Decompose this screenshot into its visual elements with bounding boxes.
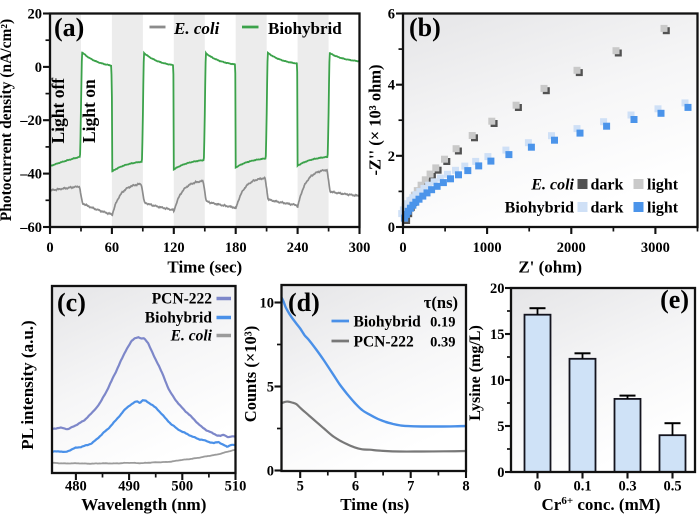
- svg-text:60: 60: [105, 240, 120, 256]
- svg-text:6: 6: [352, 479, 359, 495]
- svg-text:0.39: 0.39: [430, 335, 455, 351]
- svg-text:dark: dark: [591, 200, 624, 217]
- svg-text:–20: –20: [19, 113, 42, 129]
- svg-text:Lysine (mg/L): Lysine (mg/L): [467, 325, 484, 421]
- svg-text:1000: 1000: [473, 240, 502, 256]
- svg-text:0: 0: [388, 220, 395, 236]
- svg-text:–40: –40: [19, 167, 42, 183]
- svg-text:τ(ns): τ(ns): [424, 293, 458, 312]
- svg-text:0.3: 0.3: [618, 479, 636, 495]
- svg-text:Cr6+ conc. (mM): Cr6+ conc. (mM): [542, 495, 661, 514]
- svg-text:E. coli: E. coli: [170, 328, 213, 345]
- svg-text:Biohybrid: Biohybrid: [268, 19, 342, 38]
- svg-text:120: 120: [163, 240, 185, 256]
- svg-text:Z' (ohm): Z' (ohm): [518, 258, 582, 277]
- svg-text:10: 10: [490, 373, 505, 389]
- svg-text:Time (sec): Time (sec): [167, 258, 242, 277]
- svg-text:PCN-222: PCN-222: [152, 291, 213, 308]
- svg-text:Biohybrid: Biohybrid: [145, 310, 213, 327]
- svg-text:Biohybrid: Biohybrid: [505, 200, 574, 217]
- svg-text:0: 0: [534, 479, 541, 495]
- svg-text:-Z'' (× 10³ ohm): -Z'' (× 10³ ohm): [366, 64, 385, 175]
- svg-text:8: 8: [462, 479, 469, 495]
- svg-text:2000: 2000: [557, 240, 586, 256]
- svg-text:E. coli: E. coli: [530, 177, 574, 194]
- svg-text:480: 480: [65, 479, 87, 495]
- svg-text:240: 240: [287, 240, 309, 256]
- svg-text:0.5: 0.5: [663, 479, 681, 495]
- svg-text:(a): (a): [54, 13, 84, 42]
- svg-text:light: light: [647, 177, 679, 194]
- svg-text:0: 0: [35, 60, 42, 76]
- svg-text:3000: 3000: [641, 240, 670, 256]
- svg-text:0: 0: [267, 464, 274, 480]
- svg-text:5: 5: [297, 479, 304, 495]
- svg-text:Photocurrent density (nA/cm²): Photocurrent density (nA/cm²): [0, 19, 15, 221]
- svg-text:300: 300: [349, 240, 371, 256]
- svg-text:Light off: Light off: [48, 78, 68, 144]
- svg-text:(d): (d): [288, 288, 320, 317]
- svg-text:500: 500: [171, 479, 193, 495]
- svg-text:Light on: Light on: [79, 79, 99, 143]
- svg-text:10: 10: [260, 296, 275, 312]
- svg-text:0: 0: [497, 465, 504, 481]
- svg-text:2: 2: [388, 149, 395, 165]
- svg-text:0: 0: [46, 240, 53, 256]
- svg-text:light: light: [647, 200, 679, 217]
- svg-text:0.1: 0.1: [573, 479, 591, 495]
- svg-text:4: 4: [388, 78, 395, 94]
- svg-text:–60: –60: [19, 220, 42, 236]
- svg-text:(b): (b): [409, 13, 441, 42]
- svg-text:Time (ns): Time (ns): [340, 495, 409, 514]
- svg-text:dark: dark: [591, 177, 624, 194]
- svg-text:5: 5: [497, 419, 504, 435]
- svg-text:15: 15: [490, 327, 505, 343]
- svg-text:180: 180: [225, 240, 247, 256]
- svg-text:(c): (c): [57, 288, 86, 317]
- svg-text:(e): (e): [660, 285, 689, 314]
- svg-text:0: 0: [399, 240, 406, 256]
- svg-text:PCN-222: PCN-222: [354, 334, 415, 351]
- svg-text:5: 5: [267, 380, 274, 396]
- svg-text:510: 510: [225, 479, 247, 495]
- svg-text:6: 6: [388, 7, 395, 23]
- svg-text:0.19: 0.19: [430, 315, 455, 331]
- svg-text:Counts (×10³): Counts (×10³): [241, 326, 260, 422]
- svg-text:Wavelength (nm): Wavelength (nm): [81, 495, 206, 514]
- svg-text:E. coli: E. coli: [173, 19, 220, 38]
- svg-text:490: 490: [118, 479, 140, 495]
- svg-text:Biohybrid: Biohybrid: [354, 314, 422, 331]
- svg-text:7: 7: [407, 479, 414, 495]
- svg-text:PL intensity (a.u.): PL intensity (a.u.): [18, 320, 37, 449]
- svg-text:20: 20: [28, 7, 43, 23]
- svg-text:20: 20: [490, 281, 505, 297]
